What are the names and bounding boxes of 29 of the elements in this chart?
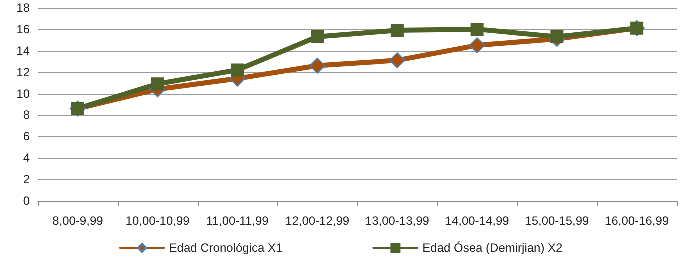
y-tick-label: 8 <box>23 108 30 122</box>
point <box>470 22 484 36</box>
x-tick-label: 8,00-9,99 <box>52 214 104 228</box>
y-tick-label: 14 <box>16 44 30 58</box>
legend-label: Edad Cronológica X1 <box>169 241 283 255</box>
point <box>390 24 404 38</box>
point <box>151 78 164 91</box>
x-tick-label: 11,00-11,99 <box>206 214 270 228</box>
point <box>311 30 324 44</box>
point <box>550 30 564 44</box>
x-tick-label: 13,00-13,99 <box>365 214 430 228</box>
y-tick-label: 12 <box>16 65 30 80</box>
y-tick-label: 0 <box>23 194 30 208</box>
y-tick-label: 6 <box>23 130 30 144</box>
y-tick-label: 4 <box>23 151 30 166</box>
x-tick-label: 16,00-16,99 <box>605 214 670 228</box>
x-tick-label: 15,00-15,99 <box>525 214 590 228</box>
point <box>389 52 406 69</box>
y-tick-label: 10 <box>16 86 30 101</box>
y-tick-label: 18 <box>16 1 30 15</box>
y-tick-label: 16 <box>16 22 30 36</box>
legend-label: Edad Ósea (Demirjian) X2 <box>422 241 564 255</box>
point <box>469 38 486 54</box>
point <box>231 64 244 77</box>
x-tick-label: 12,00-12,99 <box>286 214 350 228</box>
point <box>310 58 326 74</box>
x-tick-label: 10,00-10,99 <box>126 214 190 228</box>
x-tick-label: 14,00-14,99 <box>445 214 510 228</box>
y-tick-label: 2 <box>23 172 30 187</box>
